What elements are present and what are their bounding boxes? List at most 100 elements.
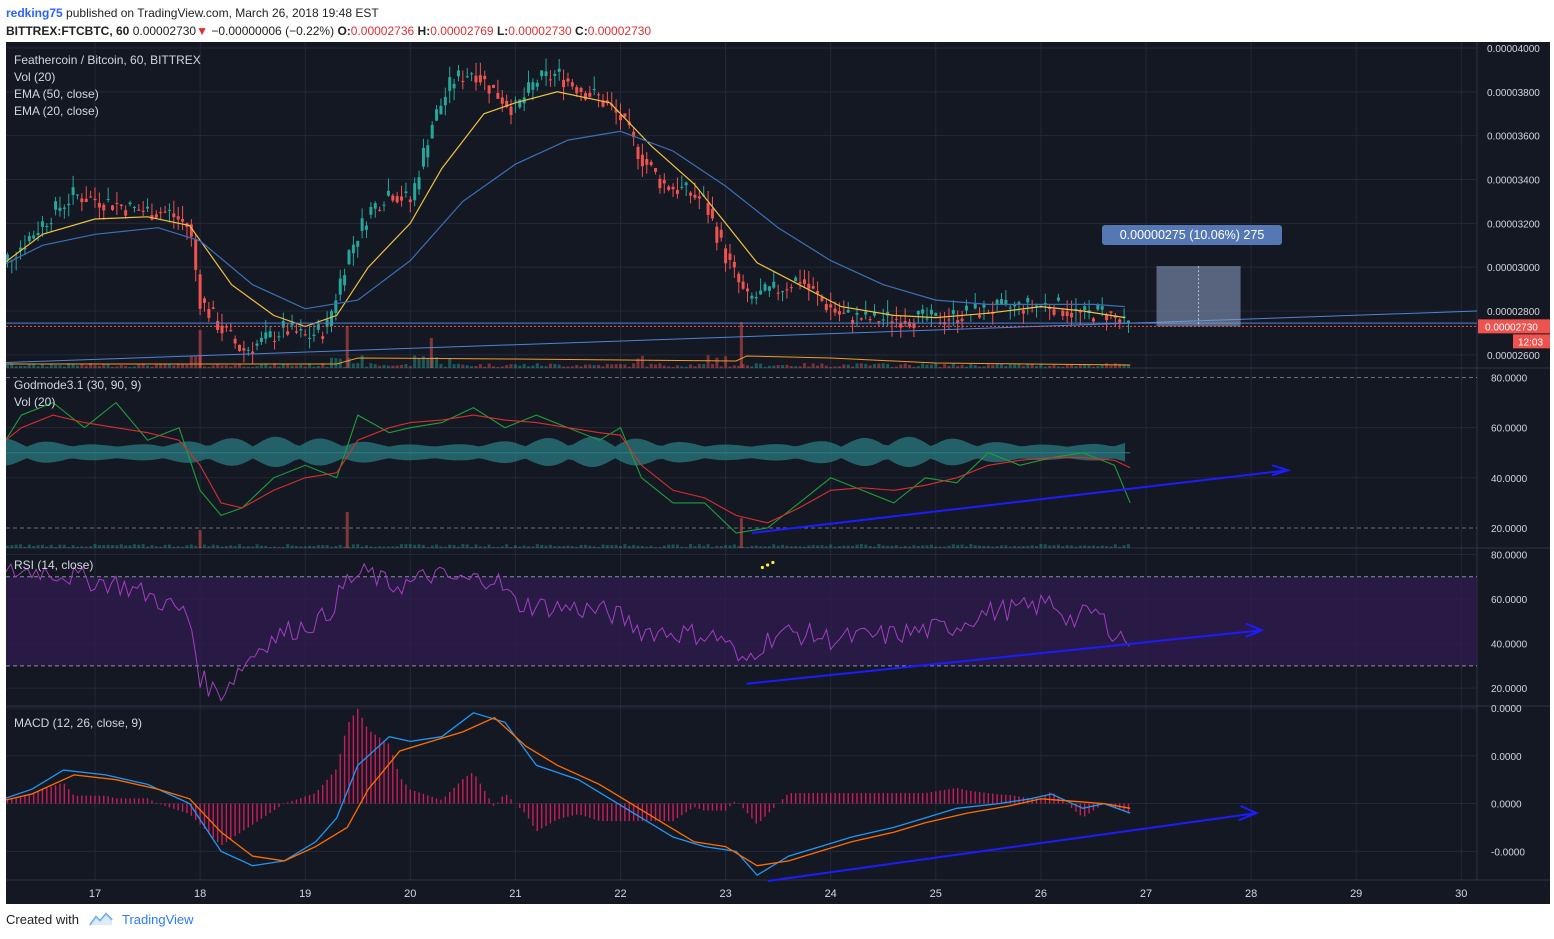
- legend-godmode[interactable]: Godmode3.1 (30, 90, 9): [14, 378, 142, 392]
- candle-body: [343, 275, 347, 286]
- godmode-volume-bar: [505, 544, 509, 548]
- legend-rsi[interactable]: RSI (14, close): [14, 558, 94, 572]
- legend-ema-50[interactable]: EMA (50, close): [14, 87, 99, 101]
- x-tick-label: 19: [299, 888, 311, 900]
- godmode-volume-bar: [487, 544, 491, 548]
- volume-bar: [106, 363, 110, 368]
- godmode-volume-bar: [859, 544, 863, 548]
- godmode-volume-bar: [233, 546, 237, 548]
- candle-body: [706, 203, 710, 215]
- candle-body: [837, 311, 841, 315]
- volume-bar: [163, 363, 167, 368]
- candle-body: [84, 198, 88, 203]
- candle-body: [259, 337, 263, 342]
- rsi-arrow-head: [1245, 622, 1265, 638]
- volume-bar: [325, 366, 329, 368]
- volume-bar: [1048, 365, 1052, 368]
- candle-body: [273, 340, 277, 342]
- candle-body: [842, 312, 846, 314]
- legend-volume[interactable]: Vol (20): [14, 70, 56, 84]
- legend-macd[interactable]: MACD (12, 26, close, 9): [14, 716, 143, 730]
- candle-body: [23, 248, 27, 250]
- legend-price-title[interactable]: Feathercoin / Bitcoin, 60, BITTREX: [14, 53, 201, 67]
- godmode-volume-bar: [728, 545, 732, 548]
- volume-bar: [58, 365, 62, 368]
- godmode-volume-bar: [255, 544, 259, 548]
- candle-body: [496, 92, 500, 99]
- godmode-slow-line: [6, 414, 1131, 524]
- candle-body: [645, 158, 649, 165]
- godmode-volume-bar: [1035, 546, 1039, 548]
- volume-bar: [916, 366, 920, 368]
- chart-area[interactable]: 0.00000275 (10.06%) 275 17 18 19 20 21 22 23 24…: [6, 42, 1550, 904]
- candle-body: [601, 100, 605, 107]
- volume-bar: [553, 363, 557, 368]
- candle-body: [684, 182, 688, 186]
- volume-bar: [32, 363, 36, 368]
- candle-body: [448, 77, 452, 91]
- candle-body: [194, 239, 198, 270]
- candle-body: [1021, 310, 1025, 314]
- godmode-volume-bar: [951, 544, 955, 548]
- godmode-volume-bar: [575, 546, 579, 548]
- x-tick-label: 22: [614, 888, 626, 900]
- godmode-volume-bar: [369, 546, 373, 548]
- godmode-volume-bar: [316, 545, 320, 548]
- price-tag: 0.00002730: [1485, 322, 1538, 333]
- godmode-volume-bar: [1004, 545, 1008, 548]
- volume-bar: [14, 366, 18, 368]
- candle-body: [675, 189, 679, 194]
- godmode-volume-bar: [343, 546, 347, 548]
- godmode-volume-bar: [557, 545, 561, 548]
- volume-bar: [360, 355, 364, 368]
- godmode-volume-bar: [610, 545, 614, 548]
- godmode-volume-bar: [1113, 544, 1117, 548]
- godmode-volume-bar: [40, 544, 44, 548]
- volume-bar: [474, 366, 478, 368]
- tradingview-link[interactable]: TradingView: [122, 912, 194, 927]
- volume-bar: [194, 356, 198, 368]
- godmode-volume-bar: [163, 544, 167, 548]
- godmode-volume-bar: [273, 546, 277, 548]
- godmode-volume-bar: [1048, 545, 1052, 548]
- candle-body: [978, 314, 982, 318]
- tradingview-logo-icon: [88, 912, 113, 929]
- volume-bar: [1039, 363, 1043, 368]
- rsi-tick-label: 40.0000: [1491, 640, 1528, 651]
- volume-bar: [816, 365, 820, 368]
- candle-body: [443, 96, 447, 106]
- candle-body: [1105, 315, 1109, 321]
- godmode-volume-bar: [470, 546, 474, 548]
- candle-body: [89, 196, 93, 198]
- candle-body: [163, 211, 167, 213]
- candle-body: [921, 309, 925, 314]
- candle-body: [894, 318, 898, 320]
- volume-bar: [513, 364, 517, 368]
- candle-body: [754, 296, 758, 299]
- candle-body: [1118, 319, 1122, 323]
- chart-canvas[interactable]: 0.00000275 (10.06%) 275 17 18 19 20 21 22 23 24…: [6, 42, 1550, 904]
- candle-body: [1013, 304, 1017, 307]
- legend-godmode-volume[interactable]: Vol (20): [14, 395, 56, 409]
- godmode-volume-bar: [49, 544, 53, 548]
- godmode-volume-bar: [382, 546, 386, 548]
- candle-body: [640, 154, 644, 167]
- volume-bar: [216, 364, 220, 368]
- candle-body: [308, 337, 312, 339]
- legend-ema-20[interactable]: EMA (20, close): [14, 104, 99, 118]
- godmode-volume-bar: [938, 546, 942, 548]
- godmode-signal-dot: [766, 563, 770, 567]
- godmode-volume-bar: [925, 545, 929, 548]
- volume-bar: [540, 365, 544, 368]
- godmode-signal-dot: [760, 565, 764, 570]
- candle-body: [570, 82, 574, 87]
- godmode-volume-bar: [531, 546, 535, 548]
- price-tick-label: 0.00003400: [1487, 176, 1540, 187]
- author-link[interactable]: redking75: [6, 6, 63, 20]
- candle-body: [1070, 312, 1074, 318]
- open-label: O:: [337, 24, 351, 38]
- godmode-volume-bar: [872, 546, 876, 548]
- candle-body: [518, 99, 522, 108]
- candle-body: [671, 186, 675, 190]
- godmode-volume-bar: [697, 544, 701, 548]
